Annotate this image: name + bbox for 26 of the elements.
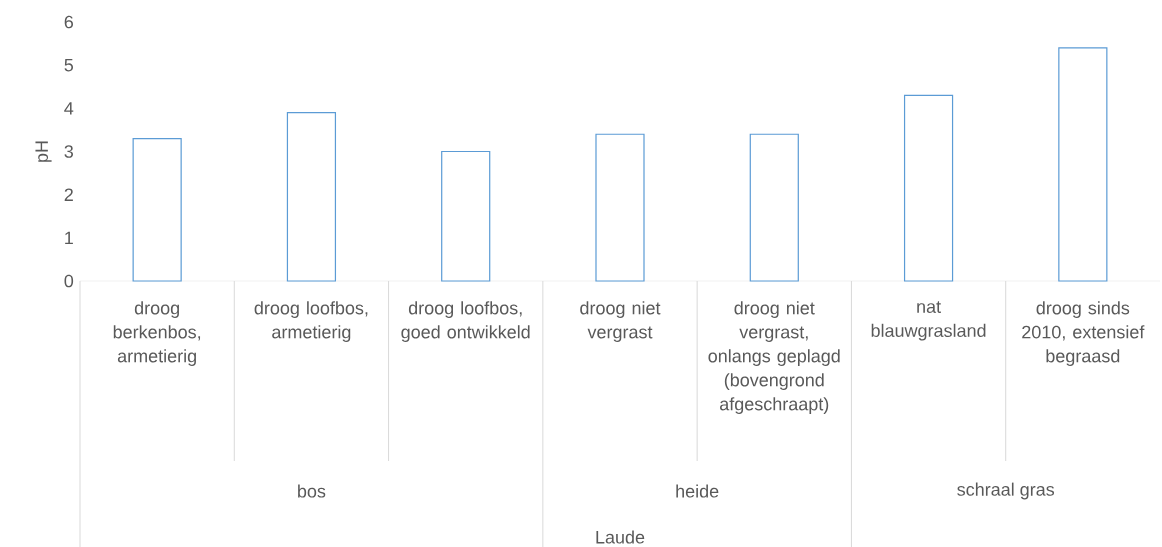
x-tick-label: droog niet vergrast xyxy=(580,301,661,342)
text: bos xyxy=(298,484,326,498)
y-tick-label: 6 xyxy=(64,15,74,29)
text: schraal gras xyxy=(957,482,1055,500)
x-tick-label: droog berkenbos, armetierig xyxy=(113,301,201,366)
x-tick-label: droog loofbos, armetierig xyxy=(254,301,368,342)
bar xyxy=(1058,47,1108,282)
bar xyxy=(903,94,954,282)
y-tick-label: 5 xyxy=(64,58,74,72)
y-tick-label: 3 xyxy=(64,145,74,158)
x-tick-label: droog sinds 2010, extensief begraasd xyxy=(1022,301,1145,366)
y-tick-label: 2 xyxy=(64,188,73,201)
text: Laude xyxy=(596,530,645,544)
text: heide xyxy=(676,484,719,498)
bar xyxy=(286,112,337,282)
y-tick-label: 4 xyxy=(64,102,74,115)
bar xyxy=(749,133,799,282)
bar xyxy=(132,137,182,282)
y-axis-title: pH xyxy=(35,141,52,162)
y-tick-label: 1 xyxy=(65,231,73,245)
bar xyxy=(441,150,491,282)
x-tick-label: droog niet vergrast, onlangs geplagd (bovengrond afgeschraapt) xyxy=(708,301,840,414)
y-tick-label: 0 xyxy=(64,274,74,288)
bar xyxy=(595,133,645,282)
x-tick-label: nat blauwgrasland xyxy=(871,301,986,341)
x-tick-label: droog loofbos, goed ontwikkeld xyxy=(401,301,530,342)
